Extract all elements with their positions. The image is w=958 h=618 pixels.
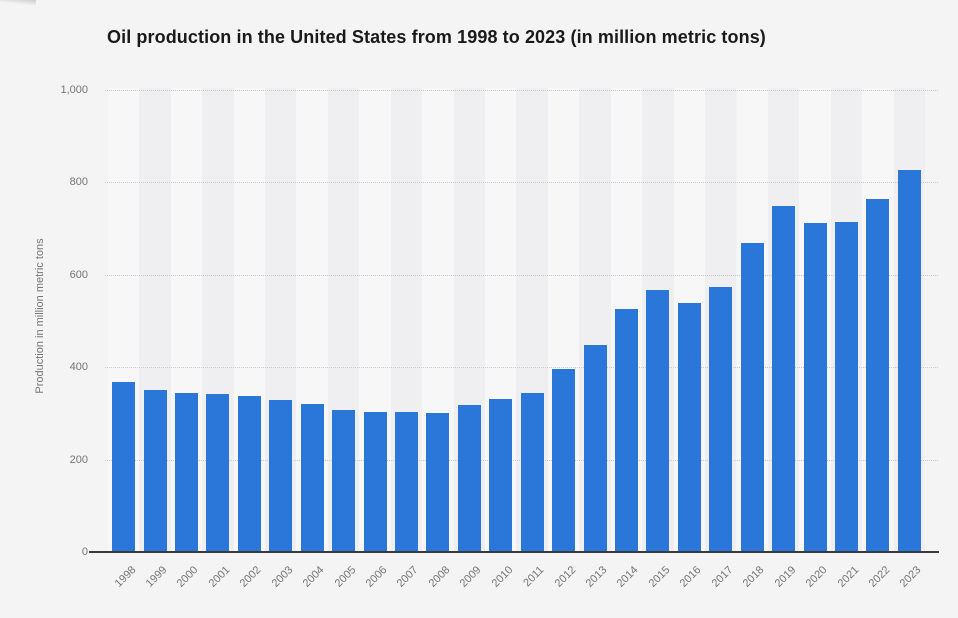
x-tick-label-2000: 2000 — [175, 564, 201, 590]
y-tick-label-0: 0 — [81, 546, 88, 558]
bar-2019[interactable] — [772, 205, 796, 552]
bar-2005[interactable] — [332, 409, 356, 552]
x-tick-label-2022: 2022 — [866, 564, 893, 590]
x-tick-label-2012: 2012 — [552, 564, 579, 590]
bar-2008[interactable] — [426, 413, 450, 552]
bar-2013[interactable] — [583, 345, 607, 552]
bar-2020[interactable] — [803, 223, 827, 552]
y-tick-label-600: 600 — [69, 268, 88, 281]
bar-2016[interactable] — [677, 302, 701, 552]
gridline-400 — [105, 367, 938, 369]
bar-2006[interactable] — [363, 412, 387, 552]
x-tick-label-2017: 2017 — [709, 564, 736, 590]
x-tick-label-2016: 2016 — [678, 564, 704, 590]
bar-2003[interactable] — [269, 399, 293, 552]
x-tick-label-2020: 2020 — [803, 564, 830, 590]
y-tick-label-400: 400 — [69, 361, 88, 374]
x-tick-label-2014: 2014 — [615, 564, 641, 590]
bar-2018[interactable] — [740, 242, 764, 552]
x-tick-label-2008: 2008 — [426, 564, 453, 590]
gridline-1000 — [105, 90, 938, 91]
x-tick-label-2013: 2013 — [583, 564, 610, 590]
bar-2022[interactable] — [866, 199, 890, 552]
x-tick-label-2005: 2005 — [332, 564, 359, 590]
x-tick-label-2009: 2009 — [458, 564, 484, 590]
bar-2011[interactable] — [520, 392, 544, 552]
y-tick-label-1000: 1,000 — [60, 84, 88, 96]
bar-1999[interactable] — [143, 389, 167, 552]
bar-2004[interactable] — [300, 403, 324, 552]
x-tick-label-2011: 2011 — [521, 564, 547, 590]
x-tick-label-2003: 2003 — [269, 564, 296, 590]
bar-2014[interactable] — [614, 308, 638, 552]
x-tick-label-2010: 2010 — [489, 564, 516, 590]
x-tick-label-2002: 2002 — [238, 564, 264, 590]
bar-2012[interactable] — [552, 369, 576, 552]
x-tick-label-2004: 2004 — [300, 564, 327, 590]
x-tick-label-2023: 2023 — [898, 564, 924, 590]
gridline-800 — [105, 182, 938, 184]
bar-2007[interactable] — [394, 412, 418, 552]
gridline-600 — [105, 274, 938, 276]
y-tick-label-800: 800 — [69, 176, 88, 189]
bar-2021[interactable] — [835, 222, 858, 552]
bar-2000[interactable] — [174, 392, 198, 552]
x-tick-label-2021: 2021 — [835, 564, 861, 590]
bar-1998[interactable] — [112, 382, 136, 552]
bar-2015[interactable] — [646, 290, 670, 552]
bar-2001[interactable] — [206, 393, 230, 552]
bar-2023[interactable] — [897, 170, 921, 552]
x-axis-line — [89, 551, 939, 553]
bar-2010[interactable] — [489, 399, 513, 552]
x-tick-label-2001: 2001 — [206, 564, 233, 590]
chart-title: Oil production in the United States from… — [107, 27, 766, 47]
bar-2017[interactable] — [709, 287, 733, 552]
x-tick-label-1999: 1999 — [143, 564, 170, 590]
x-tick-label-2006: 2006 — [363, 564, 390, 590]
y-tick-label-200: 200 — [69, 453, 88, 466]
x-tick-label-2018: 2018 — [740, 564, 767, 590]
x-tick-label-2015: 2015 — [646, 564, 673, 590]
x-tick-label-2019: 2019 — [772, 564, 799, 590]
x-tick-label-1998: 1998 — [112, 564, 139, 590]
x-tick-label-2007: 2007 — [395, 564, 421, 590]
bar-2009[interactable] — [457, 404, 481, 552]
bar-2002[interactable] — [237, 395, 261, 552]
